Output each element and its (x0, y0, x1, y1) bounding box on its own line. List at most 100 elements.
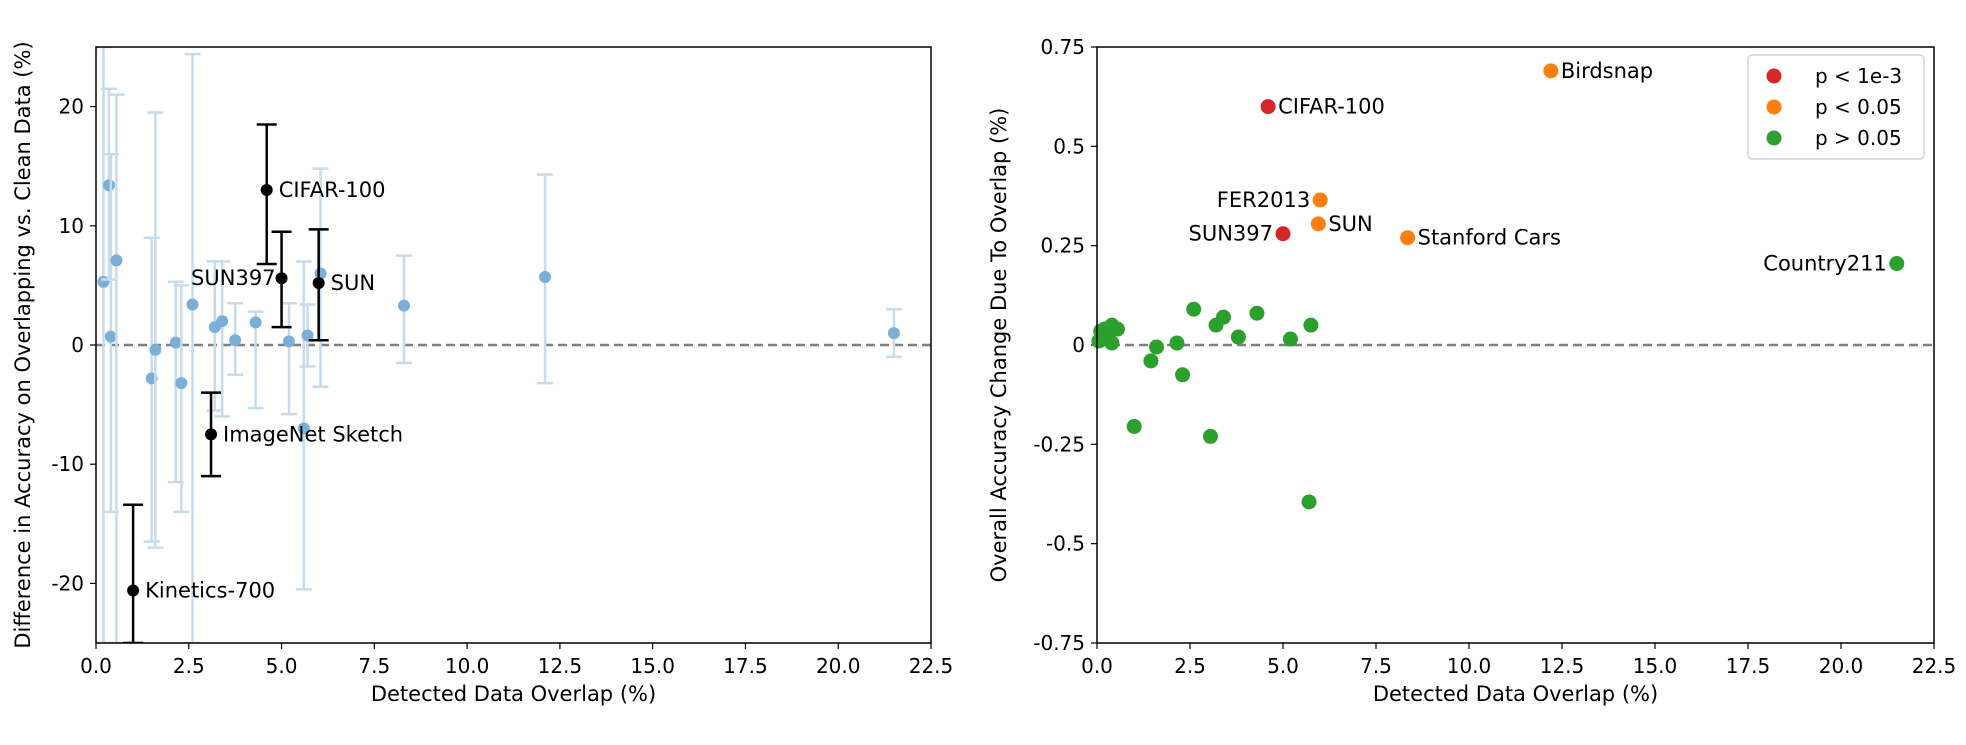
highlight-point (275, 272, 288, 285)
y-tick-label: -20 (51, 571, 84, 595)
scatter-point (1215, 309, 1231, 325)
scatter-point-label: FER2013 (1217, 188, 1310, 212)
scatter-point (1143, 353, 1159, 369)
x-tick-label: 2.5 (173, 654, 205, 678)
highlight-point-label: CIFAR-100 (279, 178, 386, 202)
scatter-point (1282, 331, 1298, 347)
highlight-point-label: SUN397 (191, 266, 276, 290)
legend-marker (1766, 99, 1782, 115)
background-point (216, 315, 229, 328)
background-point (249, 316, 262, 329)
scatter-point-label: Stanford Cars (1418, 226, 1561, 250)
background-point (301, 329, 314, 342)
legend-box (1747, 54, 1925, 160)
highlight-point (312, 277, 325, 290)
y-tick-label: -0.5 (1046, 532, 1085, 556)
y-tick-label: 0 (71, 333, 84, 357)
x-tick-label: 17.5 (1726, 654, 1771, 678)
scatter-point (1109, 321, 1125, 337)
y-tick-label: 0.5 (1053, 134, 1085, 158)
scatter-point (1889, 256, 1905, 272)
scatter-point (1312, 192, 1328, 208)
background-point (282, 335, 295, 348)
background-point (229, 334, 242, 347)
plot-frame (1096, 46, 1935, 644)
scatter-point (1230, 329, 1246, 345)
x-axis-title: Detected Data Overlap (%) (371, 682, 656, 706)
y-axis-title: Overall Accuracy Change Due To Overlap (… (987, 108, 1011, 583)
background-point (539, 271, 552, 284)
y-tick-label: 0.75 (1040, 35, 1085, 59)
scatter-point (1186, 301, 1202, 317)
right-chart-accuracy-change: 0.0 2.5 5.0 7.5 10.0 12.5 15.0 17.5 20.0 22.5 -0.7… (987, 35, 1956, 706)
x-tick-label: 7.5 (358, 654, 390, 678)
background-point (110, 254, 123, 267)
y-tick-label: 20 (59, 95, 84, 119)
x-tick-label: 20.0 (816, 654, 861, 678)
scatter-point (1260, 99, 1276, 115)
x-tick-label: 0.0 (1081, 654, 1113, 678)
background-point (186, 298, 199, 311)
legend-marker (1766, 130, 1782, 146)
background-point (149, 343, 162, 356)
x-tick-label: 15.0 (630, 654, 675, 678)
highlight-point-label: ImageNet Sketch (223, 422, 403, 446)
scatter-point-label: SUN (1328, 212, 1372, 236)
x-tick-label: 12.5 (1540, 654, 1585, 678)
legend-marker (1766, 68, 1782, 84)
highlight-point-label: Kinetics-700 (145, 579, 275, 603)
background-point (175, 377, 188, 390)
background-point (102, 179, 115, 192)
background-point (169, 336, 182, 349)
background-point (297, 422, 310, 435)
scatter-point-label: Birdsnap (1561, 59, 1653, 83)
background-point (887, 327, 900, 340)
x-tick-label: 12.5 (538, 654, 583, 678)
x-tick-label: 17.5 (723, 654, 768, 678)
highlight-point (127, 584, 140, 597)
scatter-point (1126, 418, 1142, 434)
scatter-point (1175, 367, 1191, 383)
x-tick-label: 20.0 (1819, 654, 1864, 678)
y-tick-label: -10 (51, 452, 84, 476)
scatter-point-label: CIFAR-100 (1278, 95, 1385, 119)
x-axis-title: Detected Data Overlap (%) (1373, 682, 1658, 706)
x-tick-label: 15.0 (1633, 654, 1678, 678)
left-plot-area (96, 47, 902, 643)
x-tick-label: 5.0 (266, 654, 298, 678)
scatter-point (1543, 63, 1559, 79)
y-tick-label: 0 (1072, 333, 1085, 357)
scatter-point (1275, 226, 1291, 242)
x-tick-label: 7.5 (1360, 654, 1392, 678)
left-chart-overlap-difference: 0.0 2.5 5.0 7.5 10.0 12.5 15.0 17.5 20.0 22.5 -20 -… (11, 41, 953, 706)
scatter-point (1149, 339, 1165, 355)
background-point (398, 299, 411, 312)
legend-label: p > 0.05 (1815, 126, 1902, 150)
scatter-point (1249, 305, 1265, 321)
y-axis-title: Difference in Accuracy on Overlapping vs… (11, 41, 35, 648)
y-tick-label: -0.25 (1033, 432, 1085, 456)
legend-label: p < 1e-3 (1815, 64, 1902, 88)
y-tick-label: -0.75 (1033, 631, 1085, 655)
legend: p < 1e-3 p < 0.05 p > 0.05 (1747, 54, 1925, 160)
y-tick-label: 10 (59, 214, 84, 238)
scatter-point (1104, 335, 1120, 351)
legend-label: p < 0.05 (1815, 95, 1902, 119)
scatter-point (1301, 494, 1317, 510)
x-tick-label: 2.5 (1174, 654, 1206, 678)
highlight-point-label: SUN (331, 271, 375, 295)
scatter-point (1303, 317, 1319, 333)
x-tick-label: 10.0 (445, 654, 490, 678)
scatter-point-label: Country211 (1763, 252, 1887, 276)
background-point (97, 275, 110, 288)
x-tick-label: 10.0 (1447, 654, 1492, 678)
x-tick-label: 5.0 (1267, 654, 1299, 678)
scatter-point (1169, 335, 1185, 351)
highlight-point (260, 184, 273, 197)
scatter-point (1400, 230, 1416, 246)
background-point (104, 330, 117, 343)
plot-frame (95, 46, 932, 644)
x-tick-label: 22.5 (1912, 654, 1957, 678)
x-tick-label: 22.5 (909, 654, 954, 678)
